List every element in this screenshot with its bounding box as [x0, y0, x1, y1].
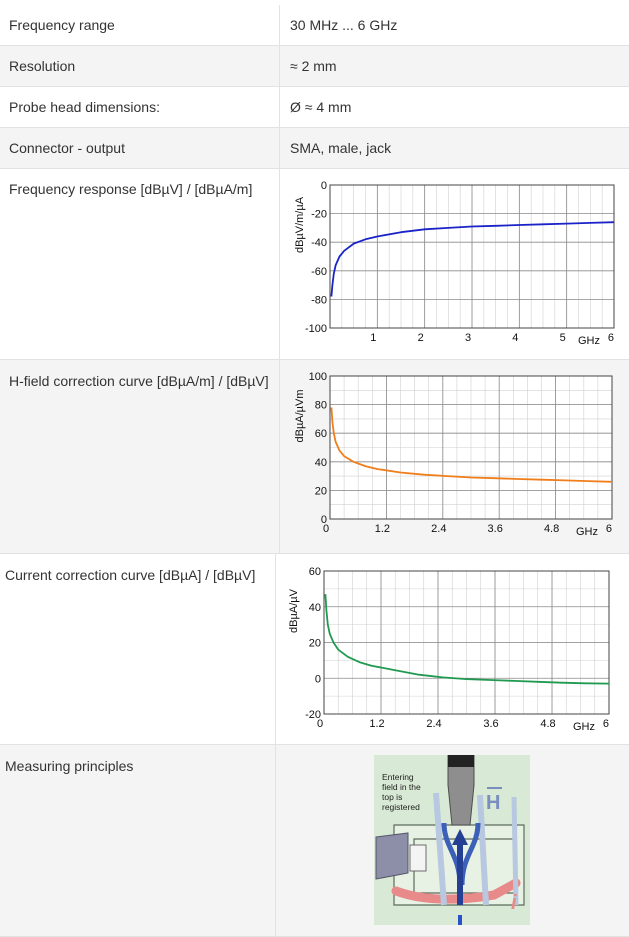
x-tick-label: 3.6 [483, 718, 498, 730]
field-arrow-right [477, 794, 489, 906]
y-tick-label: -60 [311, 266, 327, 278]
y-tick-label: 60 [315, 428, 327, 440]
x-tick-label: 3 [465, 332, 471, 344]
x-tick-label: 2 [418, 332, 424, 344]
y-tick-label: 100 [309, 371, 327, 383]
y-tick-label: 0 [321, 514, 327, 526]
row-resolution: Resolution ≈ 2 mm [0, 46, 629, 87]
x-unit-label: GHz [573, 721, 595, 733]
row-value: Ø ≈ 4 mm [290, 99, 352, 115]
y-tick-label: 20 [315, 485, 327, 497]
component-left [409, 844, 427, 872]
y-axis-label: dBµV/m/µA [294, 196, 306, 253]
x-tick-label: 3.6 [488, 523, 503, 535]
ic-chip [375, 832, 409, 880]
y-tick-label: 0 [315, 673, 321, 685]
series-line [330, 407, 613, 483]
row-label: Frequency response [dBµV] / [dBµA/m] [9, 181, 253, 197]
y-tick-label: 60 [309, 566, 321, 578]
row-label: H-field correction curve [dBµA/m] / [dBµ… [9, 373, 269, 389]
field-arrowhead [452, 829, 468, 845]
y-tick-label: -100 [305, 323, 327, 335]
row-measuring: Measuring principles [0, 745, 629, 937]
x-tick-label: 4.8 [544, 523, 559, 535]
row-label: Frequency range [9, 17, 115, 33]
h-field-symbol: H [486, 792, 500, 814]
probe-cap [448, 755, 474, 767]
field-arrow-far [511, 796, 519, 906]
x-tick-label: 2.4 [431, 523, 446, 535]
y-tick-label: -20 [305, 709, 321, 721]
x-unit-label: GHz [578, 335, 600, 347]
row-label: Current correction curve [dBµA] / [dBµV] [5, 567, 256, 583]
y-tick-label: 0 [321, 180, 327, 192]
y-tick-label: -80 [311, 294, 327, 306]
chart-frequency-response: 0 -20 -40 -60 -80 -100 1 2 3 4 5 6 GHz dBµV/m/µA [294, 180, 615, 347]
diagram-annotation-line: registered [382, 802, 420, 812]
current-symbol: i [511, 892, 517, 914]
x-unit-label: GHz [576, 526, 598, 538]
y-axis-label: dBµA/µV [288, 588, 300, 633]
chart-h-field: 0 20 40 60 80 100 0 1.2 2.4 3.6 4.8 6 GHz dBµA/µVm [294, 371, 613, 538]
y-tick-label: -20 [311, 209, 327, 221]
row-probe-head: Probe head dimensions: Ø ≈ 4 mm [0, 87, 629, 128]
x-tick-label: 0 [323, 523, 329, 535]
x-tick-label: 2.4 [426, 718, 441, 730]
field-arrow-left [433, 792, 447, 906]
x-tick-label: 6 [603, 718, 609, 730]
row-value: ≈ 2 mm [290, 58, 337, 74]
x-tick-label: 4.8 [540, 718, 555, 730]
column-divider [275, 554, 276, 936]
measuring-principle-diagram: Entering field in the top is registered … [374, 755, 530, 925]
plot-frame [329, 184, 615, 329]
x-tick-label: 6 [608, 332, 614, 344]
x-tick-label: 5 [560, 332, 566, 344]
diagram-annotation-line: Entering [382, 772, 414, 782]
row-label: Measuring principles [5, 758, 134, 774]
diagram-annotation-line: field in the [382, 782, 421, 792]
x-tick-label: 1 [370, 332, 376, 344]
y-tick-label: 20 [309, 638, 321, 650]
row-label: Connector - output [9, 140, 125, 156]
row-label: Probe head dimensions: [9, 99, 160, 115]
plot-frame [323, 570, 610, 715]
y-axis-label: dBµA/µVm [294, 389, 306, 442]
probe-tip-marker [458, 915, 462, 925]
row-value: 30 MHz ... 6 GHz [290, 17, 398, 33]
probe-body [447, 755, 475, 826]
x-tick-label: 1.2 [375, 523, 390, 535]
series-line [330, 221, 615, 297]
series-line [324, 594, 610, 685]
y-tick-label: 40 [309, 602, 321, 614]
x-tick-label: 0 [317, 718, 323, 730]
y-tick-label: 40 [315, 457, 327, 469]
x-tick-label: 1.2 [369, 718, 384, 730]
x-tick-label: 4 [512, 332, 518, 344]
x-tick-label: 6 [606, 523, 612, 535]
y-tick-label: -40 [311, 237, 327, 249]
diagram-annotation-line: top is [382, 792, 402, 802]
plot-frame [329, 375, 613, 520]
y-tick-label: 80 [315, 400, 327, 412]
row-value: SMA, male, jack [290, 140, 392, 156]
row-connector: Connector - output SMA, male, jack [0, 128, 629, 169]
row-frequency-range: Frequency range 30 MHz ... 6 GHz [0, 5, 629, 46]
column-divider [279, 5, 280, 554]
row-label: Resolution [9, 58, 76, 74]
